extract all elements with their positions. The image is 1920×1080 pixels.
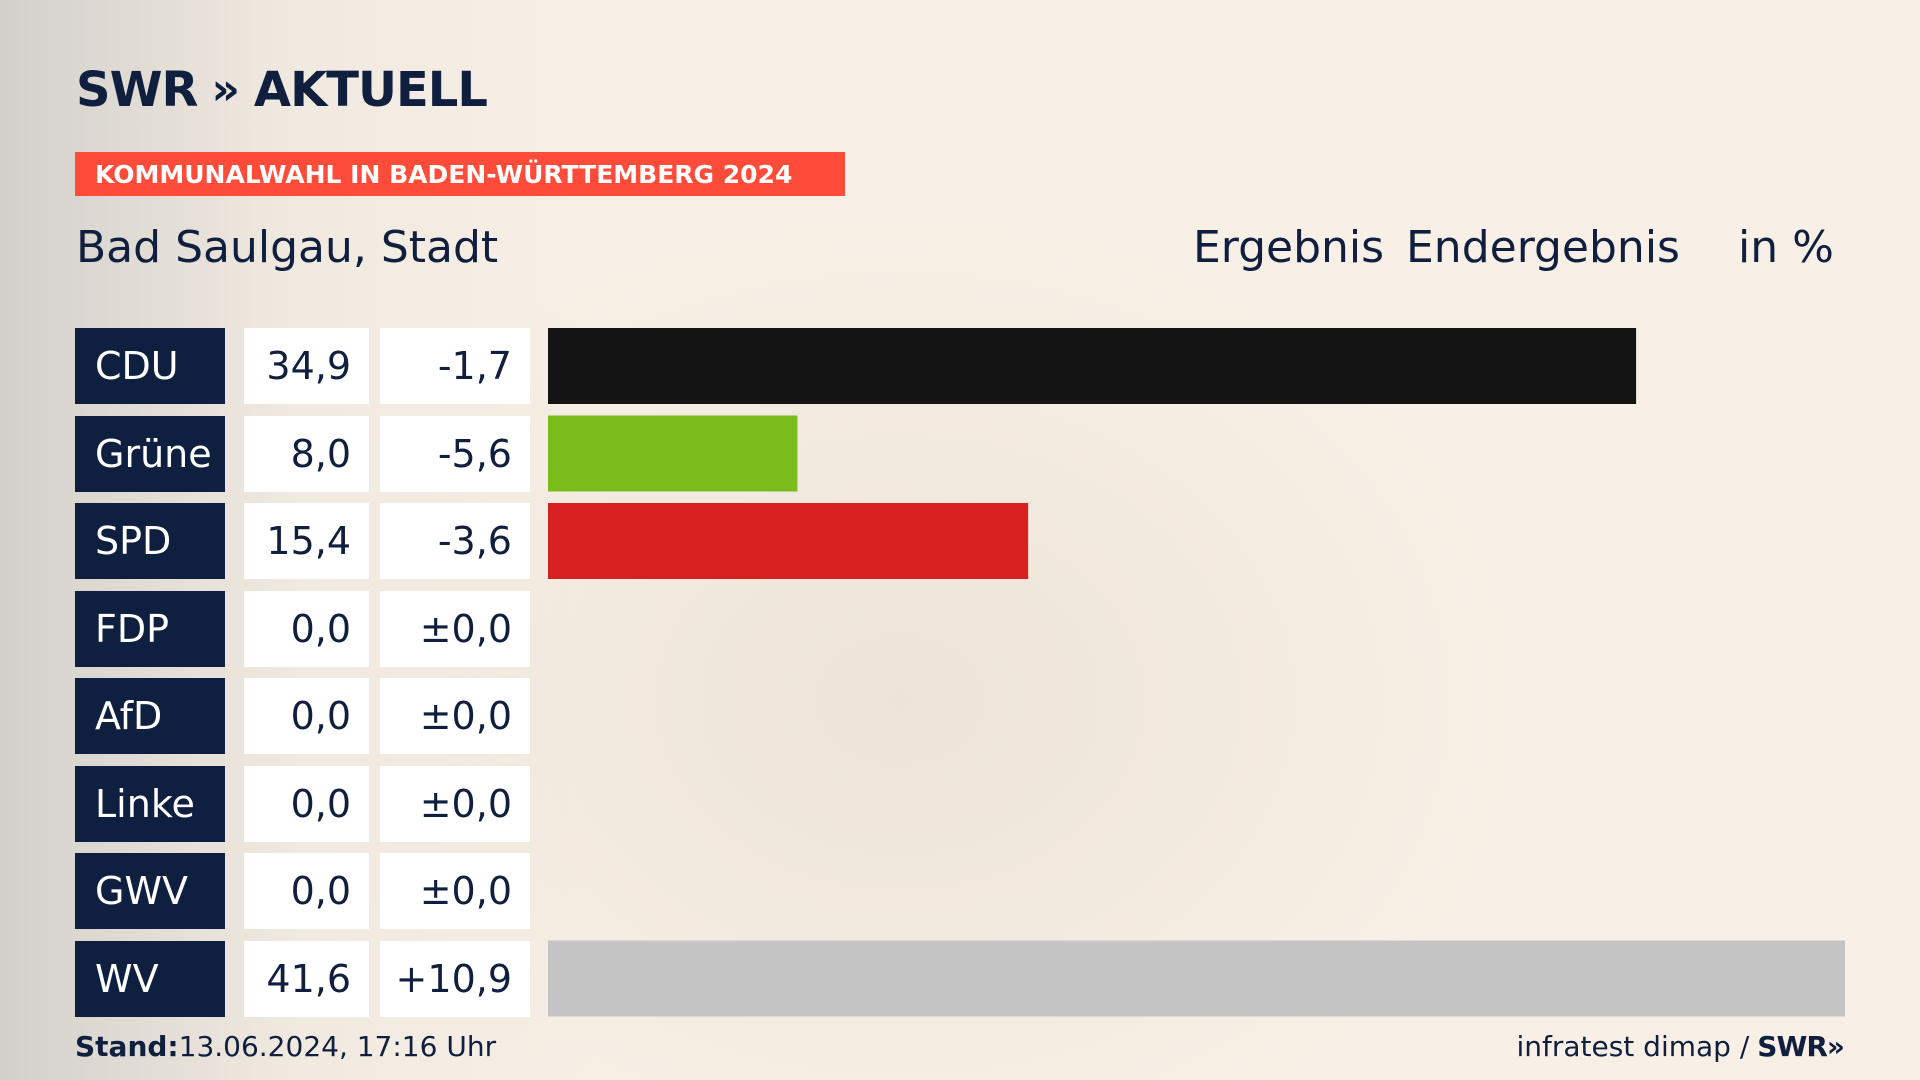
party-label: WV <box>75 940 225 1017</box>
source-brand: SWR» <box>1757 1030 1845 1063</box>
party-result-value: 8,0 <box>244 415 369 492</box>
party-change-value: -5,6 <box>380 415 530 492</box>
timestamp: Stand:13.06.2024, 17:16 Uhr <box>75 1030 496 1063</box>
bar-cdu <box>548 328 1637 404</box>
logo-chevron-icon: » <box>211 64 240 115</box>
header-unit: in % <box>1738 222 1834 273</box>
stand-label: Stand: <box>75 1030 179 1063</box>
party-change-value: ±0,0 <box>380 853 530 929</box>
party-change-value: -1,7 <box>380 328 530 404</box>
party-label: GWV <box>75 853 225 929</box>
swr-aktuell-logo: SWR » AKTUELL <box>76 62 488 118</box>
party-label: FDP <box>75 590 225 667</box>
location-title: Bad Saulgau, Stadt <box>76 222 499 273</box>
party-label: AfD <box>75 678 225 754</box>
party-result-value: 34,9 <box>244 328 369 404</box>
header-final: Endergebnis <box>1406 222 1680 273</box>
source-brand-text: SWR <box>1757 1030 1828 1063</box>
party-change-value: -3,6 <box>380 503 530 579</box>
party-change-value: ±0,0 <box>380 765 530 842</box>
party-change-value: ±0,0 <box>380 590 530 667</box>
party-result-value: 15,4 <box>244 503 369 579</box>
header-result: Ergebnis <box>1193 222 1385 273</box>
bar-wv <box>548 940 1845 1017</box>
party-change-value: ±0,0 <box>380 678 530 754</box>
election-banner: KOMMUNALWAHL IN BADEN-WÜRTTEMBERG 2024 <box>75 152 845 196</box>
party-label: SPD <box>75 503 225 579</box>
source-credit: infratest dimap / SWR» <box>1516 1030 1845 1063</box>
party-result-value: 0,0 <box>244 590 369 667</box>
logo-swr: SWR <box>76 62 198 118</box>
party-result-value: 0,0 <box>244 853 369 929</box>
bar-grüne <box>548 415 798 492</box>
party-result-value: 0,0 <box>244 678 369 754</box>
source-chevron-icon: » <box>1826 1030 1845 1063</box>
party-label: CDU <box>75 328 225 404</box>
logo-aktuell: AKTUELL <box>253 62 488 118</box>
bar-spd <box>548 503 1029 579</box>
party-result-value: 0,0 <box>244 765 369 842</box>
source-text: infratest dimap / <box>1516 1030 1750 1063</box>
stand-value: 13.06.2024, 17:16 Uhr <box>178 1030 497 1063</box>
party-change-value: +10,9 <box>380 940 530 1017</box>
party-label: Grüne <box>75 415 225 492</box>
party-result-value: 41,6 <box>244 940 369 1017</box>
party-label: Linke <box>75 765 225 842</box>
